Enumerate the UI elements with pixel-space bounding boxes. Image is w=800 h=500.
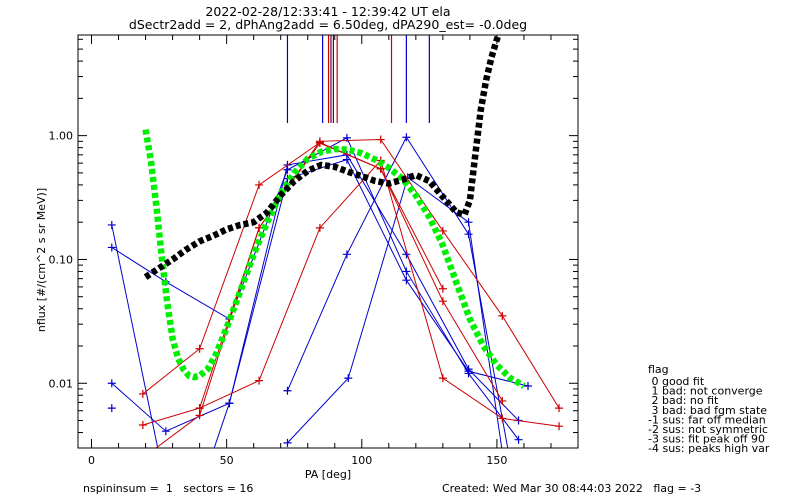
fit-curve-11 xyxy=(142,129,526,389)
data-point xyxy=(438,374,447,383)
data-point xyxy=(464,365,473,374)
series-6 xyxy=(283,133,509,448)
data-point xyxy=(402,133,411,142)
data-point xyxy=(225,399,234,408)
series-line-2 xyxy=(111,159,529,432)
series-0 xyxy=(107,220,159,448)
data-point xyxy=(342,250,351,259)
legend-entry: -1 sus: far off median xyxy=(648,413,766,426)
data-point xyxy=(283,438,292,447)
series-line-10 xyxy=(155,142,444,448)
data-point xyxy=(464,218,473,227)
chart-subtitle: dSectr2add = 2, dPhAng2add = 6.50deg, dP… xyxy=(129,17,527,32)
y-axis-label: nflux [#/(cm^2 s sr MeV)] xyxy=(35,188,48,332)
chart-title: 2022-02-28/12:33:41 - 12:39:42 UT ela xyxy=(205,4,450,19)
data-point xyxy=(524,382,532,391)
data-point xyxy=(161,427,170,436)
data-point xyxy=(255,180,264,189)
y-tick-label: 0.10 xyxy=(49,253,74,266)
series-7 xyxy=(138,138,507,405)
y-tick-label: 1.00 xyxy=(49,130,74,143)
data-point xyxy=(402,267,411,276)
x-tick-label: 0 xyxy=(88,454,95,467)
data-point xyxy=(376,135,385,144)
data-point xyxy=(464,230,473,239)
data-point xyxy=(255,376,264,385)
data-point xyxy=(283,386,292,395)
data-point xyxy=(555,422,564,431)
axes-layer: 0 50 100 150 0.01 0.10 1.00 xyxy=(49,35,578,467)
data-point xyxy=(498,311,507,320)
data-point xyxy=(438,297,447,306)
series-8 xyxy=(138,135,564,430)
flag-legend: flag 0 good fit 1 bad: not converge 2 ba… xyxy=(648,363,770,455)
y-tick-label: 0.01 xyxy=(49,377,74,390)
legend-entry: 3 bad: bad fgm state xyxy=(648,404,767,417)
x-axis-label: PA [deg] xyxy=(305,468,351,481)
data-point xyxy=(315,139,324,148)
data-point xyxy=(315,223,324,232)
series-line-0 xyxy=(111,224,159,448)
data-point xyxy=(107,404,116,413)
footer-created: Created: Wed Mar 30 08:44:03 2022 flag =… xyxy=(442,482,702,495)
data-point xyxy=(498,414,507,423)
data-point xyxy=(107,379,116,388)
series-10 xyxy=(155,139,447,448)
legend-entry: -2 sus: not symmetric xyxy=(648,423,768,436)
series-layer xyxy=(107,35,564,448)
series-line-7 xyxy=(142,141,503,402)
data-point xyxy=(438,226,447,235)
plot-frame xyxy=(77,34,579,449)
data-point xyxy=(138,421,147,430)
series-line-8 xyxy=(142,139,560,426)
legend-title: flag xyxy=(648,363,669,376)
data-point xyxy=(438,284,447,293)
series-9 xyxy=(195,156,564,431)
x-tick-label: 50 xyxy=(220,454,234,467)
fit-curve-12 xyxy=(143,35,502,280)
data-point xyxy=(514,435,523,444)
data-point xyxy=(498,396,507,405)
footer-info: nspininsum = 1 sectors = 16 xyxy=(83,482,254,495)
data-point xyxy=(195,344,204,353)
data-point xyxy=(107,243,116,252)
data-point xyxy=(344,374,353,383)
data-point xyxy=(555,404,564,413)
legend-entry: -4 sus: peaks high var xyxy=(648,442,770,455)
data-point xyxy=(195,411,204,420)
data-point xyxy=(107,220,116,229)
legend-entry: 0 good fit xyxy=(648,375,705,388)
series-3 xyxy=(107,404,116,413)
series-11 xyxy=(142,129,526,389)
legend-entry: -3 sus: fit peak off 90 xyxy=(648,433,765,446)
x-tick-label: 100 xyxy=(351,454,372,467)
vertical-lines-layer xyxy=(286,35,430,123)
legend-entry: 2 bad: no fit xyxy=(648,394,719,407)
legend-entry: 1 bad: not converge xyxy=(648,385,763,398)
data-point xyxy=(402,276,411,285)
data-point xyxy=(138,389,147,398)
series-12 xyxy=(143,35,502,280)
x-tick-label: 150 xyxy=(486,454,507,467)
